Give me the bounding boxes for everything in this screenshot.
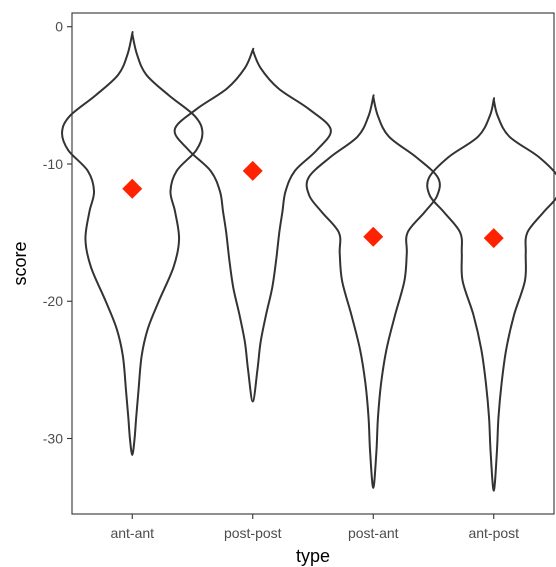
panel-border	[71, 12, 555, 515]
mean-marker-ant-post	[483, 228, 504, 249]
y-tick-label: -30	[43, 431, 63, 447]
x-axis: ant-ant post-post post-ant ant-post	[110, 514, 519, 541]
mean-marker-ant-ant	[122, 178, 143, 199]
y-tick-label: -20	[43, 293, 63, 309]
means-layer	[122, 160, 504, 249]
violin-ant-ant	[61, 31, 204, 456]
y-axis-title: score	[10, 241, 30, 285]
x-tick-label-post-ant: post-ant	[348, 525, 399, 541]
mean-marker-post-post	[242, 160, 263, 181]
y-axis: 0 -10 -20 -30	[43, 19, 72, 447]
y-tick-label: 0	[55, 19, 63, 35]
x-axis-title: type	[296, 546, 330, 566]
violin-ant-post	[426, 97, 556, 492]
mean-marker-post-ant	[363, 226, 384, 247]
violin-post-post	[173, 47, 332, 403]
x-tick-label-ant-post: ant-post	[468, 525, 519, 541]
violins-layer	[61, 31, 556, 492]
x-tick-label-post-post: post-post	[224, 525, 282, 541]
x-tick-label-ant-ant: ant-ant	[110, 525, 154, 541]
violin-post-ant	[305, 94, 441, 489]
y-tick-label: -10	[43, 156, 63, 172]
